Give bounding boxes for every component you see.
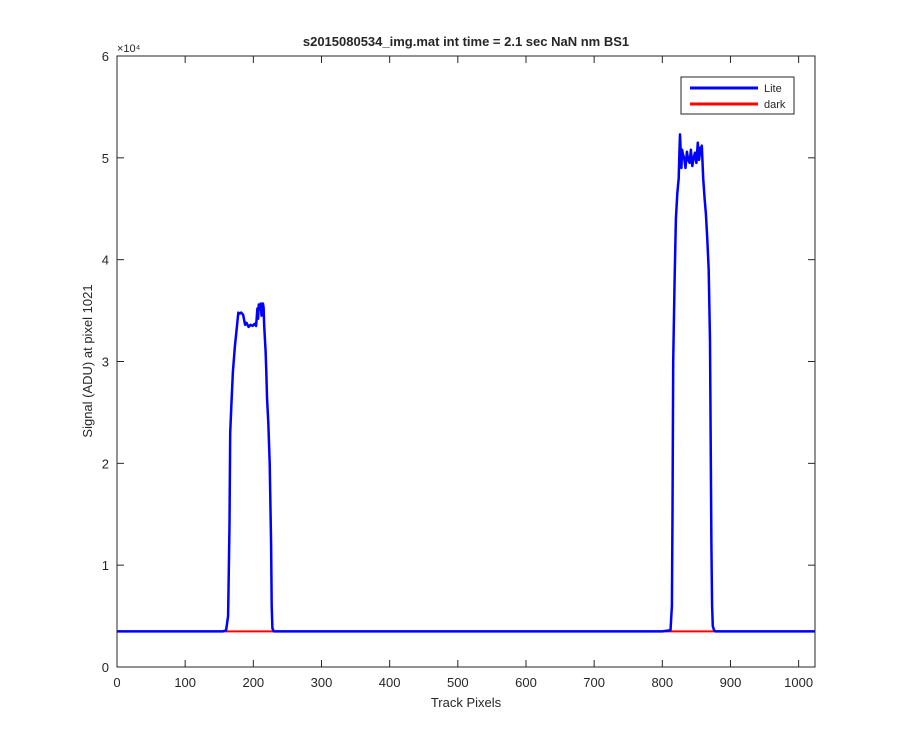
y-tick-label: 2 [102, 456, 109, 471]
y-tick-label: 0 [102, 660, 109, 675]
x-tick-label: 900 [720, 675, 742, 690]
series-layer [117, 133, 815, 633]
chart-title: s2015080534_img.mat int time = 2.1 sec N… [303, 34, 629, 49]
y-tick-label: 3 [102, 355, 109, 370]
x-tick-label: 1000 [784, 675, 813, 690]
legend-box [680, 76, 795, 115]
x-tick-label: 0 [113, 675, 120, 690]
x-tick-label: 700 [583, 675, 605, 690]
x-axis-label: Track Pixels [431, 695, 502, 710]
x-tick-label: 500 [447, 675, 469, 690]
x-tick-label: 400 [379, 675, 401, 690]
y-tick-label: 4 [102, 253, 109, 268]
x-tick-label: 800 [651, 675, 673, 690]
x-tick-label: 200 [242, 675, 264, 690]
series-line-lite [117, 133, 815, 633]
x-tick-label: 100 [174, 675, 196, 690]
y-tick-label: 1 [102, 558, 109, 573]
legend: Lite dark [680, 76, 795, 115]
x-tick-label: 600 [515, 675, 537, 690]
ticks-layer: 0 100 200 300 400 500 600 700 800 900 1000 0 1 2 3 4 5 6 [102, 49, 815, 690]
legend-label-lite: Lite [764, 83, 782, 95]
y-exponent-label: ×10⁴ [117, 43, 141, 55]
y-axis-label: Signal (ADU) at pixel 1021 [80, 284, 95, 437]
y-tick-label: 5 [102, 151, 109, 166]
legend-label-dark: dark [764, 99, 786, 111]
y-tick-label: 6 [102, 49, 109, 64]
x-tick-label: 300 [311, 675, 333, 690]
